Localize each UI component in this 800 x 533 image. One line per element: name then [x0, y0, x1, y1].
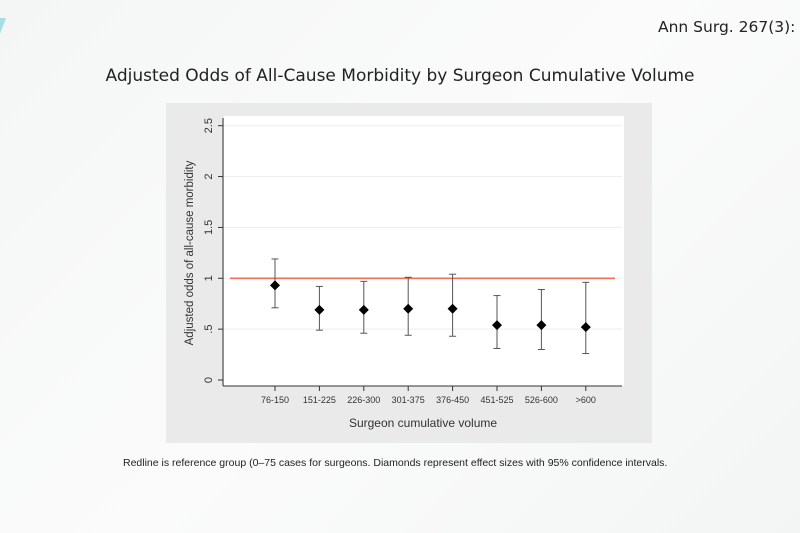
x-tick-label: >600: [576, 395, 596, 405]
diamond-marker: [403, 303, 414, 314]
diamond-marker: [358, 304, 369, 315]
y-tick-label: 1: [203, 275, 215, 281]
diamond-marker: [270, 280, 280, 291]
x-axis-label: Surgeon cumulative volume: [349, 416, 497, 430]
diamond-marker: [447, 303, 458, 314]
diamond-marker: [536, 320, 547, 331]
y-tick-label: 0: [203, 377, 215, 383]
y-tick-label: 2.5: [203, 118, 215, 133]
diamond-marker: [580, 322, 591, 333]
diamond-marker: [492, 320, 502, 331]
x-tick-label: 451-525: [480, 395, 513, 405]
citation: Ann Surg. 267(3):: [658, 18, 796, 36]
y-tick-label: 1.5: [203, 220, 215, 235]
diamond-marker: [314, 304, 325, 315]
x-tick-label: 301-375: [392, 395, 425, 405]
x-tick-label: 376-450: [436, 395, 469, 405]
x-tick-label: 226-300: [347, 395, 380, 405]
y-tick-label: .5: [203, 325, 215, 334]
x-tick-label: 526-600: [525, 395, 558, 405]
y-axis-label: Adjusted odds of all-cause morbidity: [184, 160, 196, 345]
caption: Redline is reference group (0–75 cases f…: [123, 457, 668, 469]
plot-area: [224, 116, 624, 386]
y-tick-label: 2: [203, 173, 215, 179]
decorative-corner: [0, 18, 6, 34]
x-tick-label: 76-150: [261, 395, 289, 405]
x-tick-label: 151-225: [303, 395, 336, 405]
slide-title: Adjusted Odds of All-Cause Morbidity by …: [105, 66, 695, 86]
